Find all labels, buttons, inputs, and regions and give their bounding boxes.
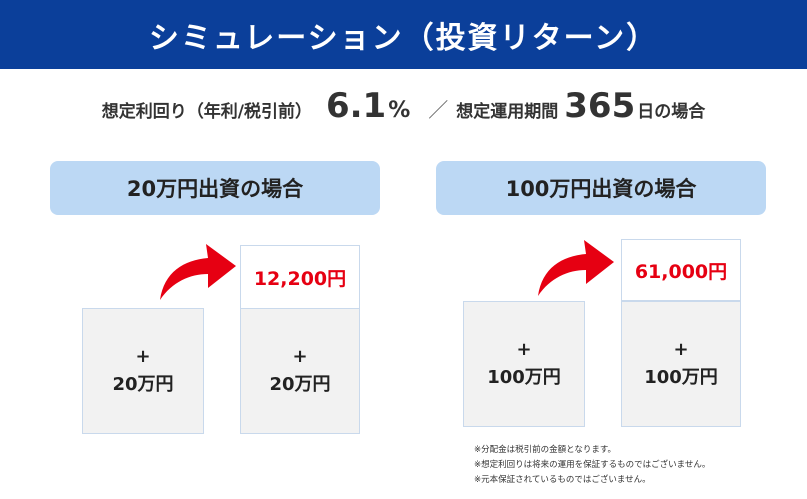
case-label-1m: 100万円出資の場合 [436, 161, 766, 215]
plus-sign: + [673, 339, 689, 360]
yield-value: 6.1 [325, 86, 387, 126]
return-box: 61,000円 [621, 239, 741, 301]
principal-box-before: + 100万円 [463, 301, 585, 427]
principal-box-before: + 20万円 [82, 308, 204, 434]
principal-amount: 20万円 [269, 374, 331, 395]
separator: ／ [428, 98, 449, 122]
note-line: ※元本保証されているものではございません。 [474, 475, 651, 485]
plus-sign: + [516, 339, 532, 360]
growth-arrow-icon [538, 240, 614, 296]
principal-amount: 20万円 [112, 374, 174, 395]
note-line: ※分配金は税引前の金額となります。 [474, 445, 617, 455]
header-banner: シミュレーション（投資リターン） [0, 0, 807, 69]
principal-box-after: + 20万円 [240, 308, 360, 434]
return-box: 12,200円 [240, 245, 360, 309]
principal-amount: 100万円 [487, 367, 561, 388]
disclaimer-notes: ※分配金は税引前の金額となります。 ※想定利回りは将来の運用を保証するものではご… [474, 443, 794, 488]
plus-sign: + [135, 346, 151, 367]
growth-arrow-icon [160, 244, 236, 300]
page-title: シミュレーション（投資リターン） [148, 20, 659, 56]
return-amount: 61,000円 [634, 260, 728, 283]
note-line: ※想定利回りは将来の運用を保証するものではございません。 [474, 460, 711, 470]
period-suffix: 日の場合 [637, 102, 706, 122]
principal-amount: 100万円 [644, 367, 718, 388]
period-value: 365 [564, 86, 636, 126]
case-label-200k: 20万円出資の場合 [50, 161, 380, 215]
return-amount: 12,200円 [253, 267, 347, 290]
principal-box-after: + 100万円 [621, 301, 741, 427]
plus-sign: + [292, 346, 308, 367]
yield-label: 想定利回り（年利/税引前） [101, 102, 312, 122]
yield-unit: % [388, 98, 411, 123]
period-label: 想定運用期間 [456, 102, 559, 122]
rate-summary: 想定利回り（年利/税引前） 6.1 % ／ 想定運用期間 365 日の場合 [0, 86, 807, 138]
